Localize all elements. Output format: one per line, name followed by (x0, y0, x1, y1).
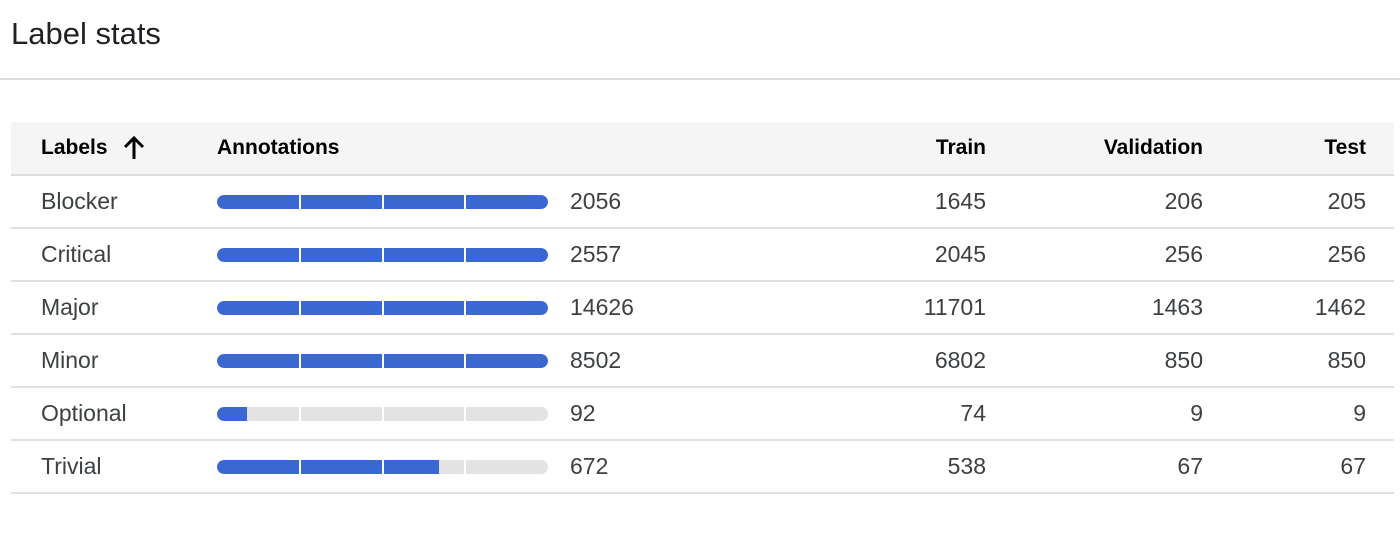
annotations-column-header[interactable]: Annotations (187, 122, 787, 176)
annotations-cell-content: 672 (187, 453, 787, 480)
validation-count-cell: 850 (986, 334, 1203, 388)
annotations-cell-content: 2056 (187, 188, 787, 215)
test-count-cell: 67 (1203, 440, 1394, 494)
progress-bar-segment-divider (381, 194, 384, 209)
table-row: Major 14626 11701 1463 1462 (11, 281, 1394, 335)
annotation-progress-bar (217, 194, 548, 209)
annotation-count: 14626 (570, 294, 634, 320)
progress-bar-segment-divider (298, 406, 301, 421)
progress-bar-segment-divider (381, 459, 384, 474)
test-count-cell: 256 (1203, 228, 1394, 282)
annotations-cell: 8502 (187, 334, 787, 388)
progress-bar-segment-divider (464, 459, 467, 474)
annotation-progress-bar (217, 247, 548, 262)
table-row: Optional 92 74 9 9 (11, 387, 1394, 441)
train-count-cell: 1645 (787, 175, 986, 229)
annotation-progress-fill (217, 406, 248, 421)
annotations-cell: 92 (187, 387, 787, 441)
annotations-cell: 14626 (187, 281, 787, 335)
progress-bar-segment-divider (464, 353, 467, 368)
progress-bar-segment-divider (298, 459, 301, 474)
label-name-cell: Optional (11, 387, 187, 441)
progress-bar-segment-divider (381, 247, 384, 262)
title-divider (0, 78, 1400, 80)
annotation-count: 2557 (570, 241, 622, 267)
test-count-cell: 1462 (1203, 281, 1394, 335)
annotation-count: 92 (570, 400, 596, 426)
label-name-cell: Minor (11, 334, 187, 388)
arrow-upward-icon[interactable] (122, 135, 146, 161)
label-name-cell: Critical (11, 228, 187, 282)
annotations-cell-content: 92 (187, 400, 787, 427)
progress-bar-segment-divider (464, 247, 467, 262)
progress-bar-segment-divider (381, 406, 384, 421)
progress-bar-segment-divider (381, 353, 384, 368)
test-count-cell: 9 (1203, 387, 1394, 441)
progress-bar-segment-divider (298, 194, 301, 209)
progress-bar-segment-divider (464, 300, 467, 315)
annotation-progress-fill (217, 459, 440, 474)
progress-bar-segment-divider (464, 194, 467, 209)
annotation-count: 8502 (570, 347, 622, 373)
annotation-count: 2056 (570, 188, 622, 214)
train-count-cell: 538 (787, 440, 986, 494)
progress-bar-segment-divider (381, 300, 384, 315)
progress-bar-segment-divider (298, 300, 301, 315)
train-count-cell: 74 (787, 387, 986, 441)
labels-header-text: Labels (41, 136, 108, 159)
annotations-cell: 672 (187, 440, 787, 494)
validation-count-cell: 9 (986, 387, 1203, 441)
table-row: Minor 8502 6802 850 850 (11, 334, 1394, 388)
label-name-cell: Blocker (11, 175, 187, 229)
annotation-progress-bar (217, 459, 548, 474)
test-column-header[interactable]: Test (1203, 122, 1394, 176)
train-count-cell: 2045 (787, 228, 986, 282)
annotation-progress-bar (217, 300, 548, 315)
annotations-cell: 2557 (187, 228, 787, 282)
label-name-cell: Trivial (11, 440, 187, 494)
annotations-header-text: Annotations (217, 136, 340, 159)
table-header-row: Labels Annotations Train Validation Test (11, 122, 1394, 176)
validation-count-cell: 256 (986, 228, 1203, 282)
annotations-cell-content: 2557 (187, 241, 787, 268)
progress-bar-segment-divider (298, 247, 301, 262)
validation-count-cell: 67 (986, 440, 1203, 494)
annotations-cell-content: 8502 (187, 347, 787, 374)
annotation-progress-bar (217, 406, 548, 421)
validation-count-cell: 206 (986, 175, 1203, 229)
train-count-cell: 11701 (787, 281, 986, 335)
table-row: Trivial 672 538 67 67 (11, 440, 1394, 494)
validation-column-header[interactable]: Validation (986, 122, 1203, 176)
progress-bar-segment-divider (298, 353, 301, 368)
train-count-cell: 6802 (787, 334, 986, 388)
train-column-header[interactable]: Train (787, 122, 986, 176)
table-row: Blocker 2056 1645 206 205 (11, 175, 1394, 229)
page-title: Label stats (11, 16, 161, 51)
validation-count-cell: 1463 (986, 281, 1203, 335)
label-name-cell: Major (11, 281, 187, 335)
annotation-count: 672 (570, 453, 609, 479)
annotations-cell: 2056 (187, 175, 787, 229)
table-row: Critical 2557 2045 256 256 (11, 228, 1394, 282)
annotations-cell-content: 14626 (187, 294, 787, 321)
labels-column-header[interactable]: Labels (11, 122, 187, 176)
progress-bar-segment-divider (464, 406, 467, 421)
label-stats-table: Labels Annotations Train Validation Test… (11, 122, 1394, 494)
test-count-cell: 205 (1203, 175, 1394, 229)
test-count-cell: 850 (1203, 334, 1394, 388)
annotation-progress-bar (217, 353, 548, 368)
